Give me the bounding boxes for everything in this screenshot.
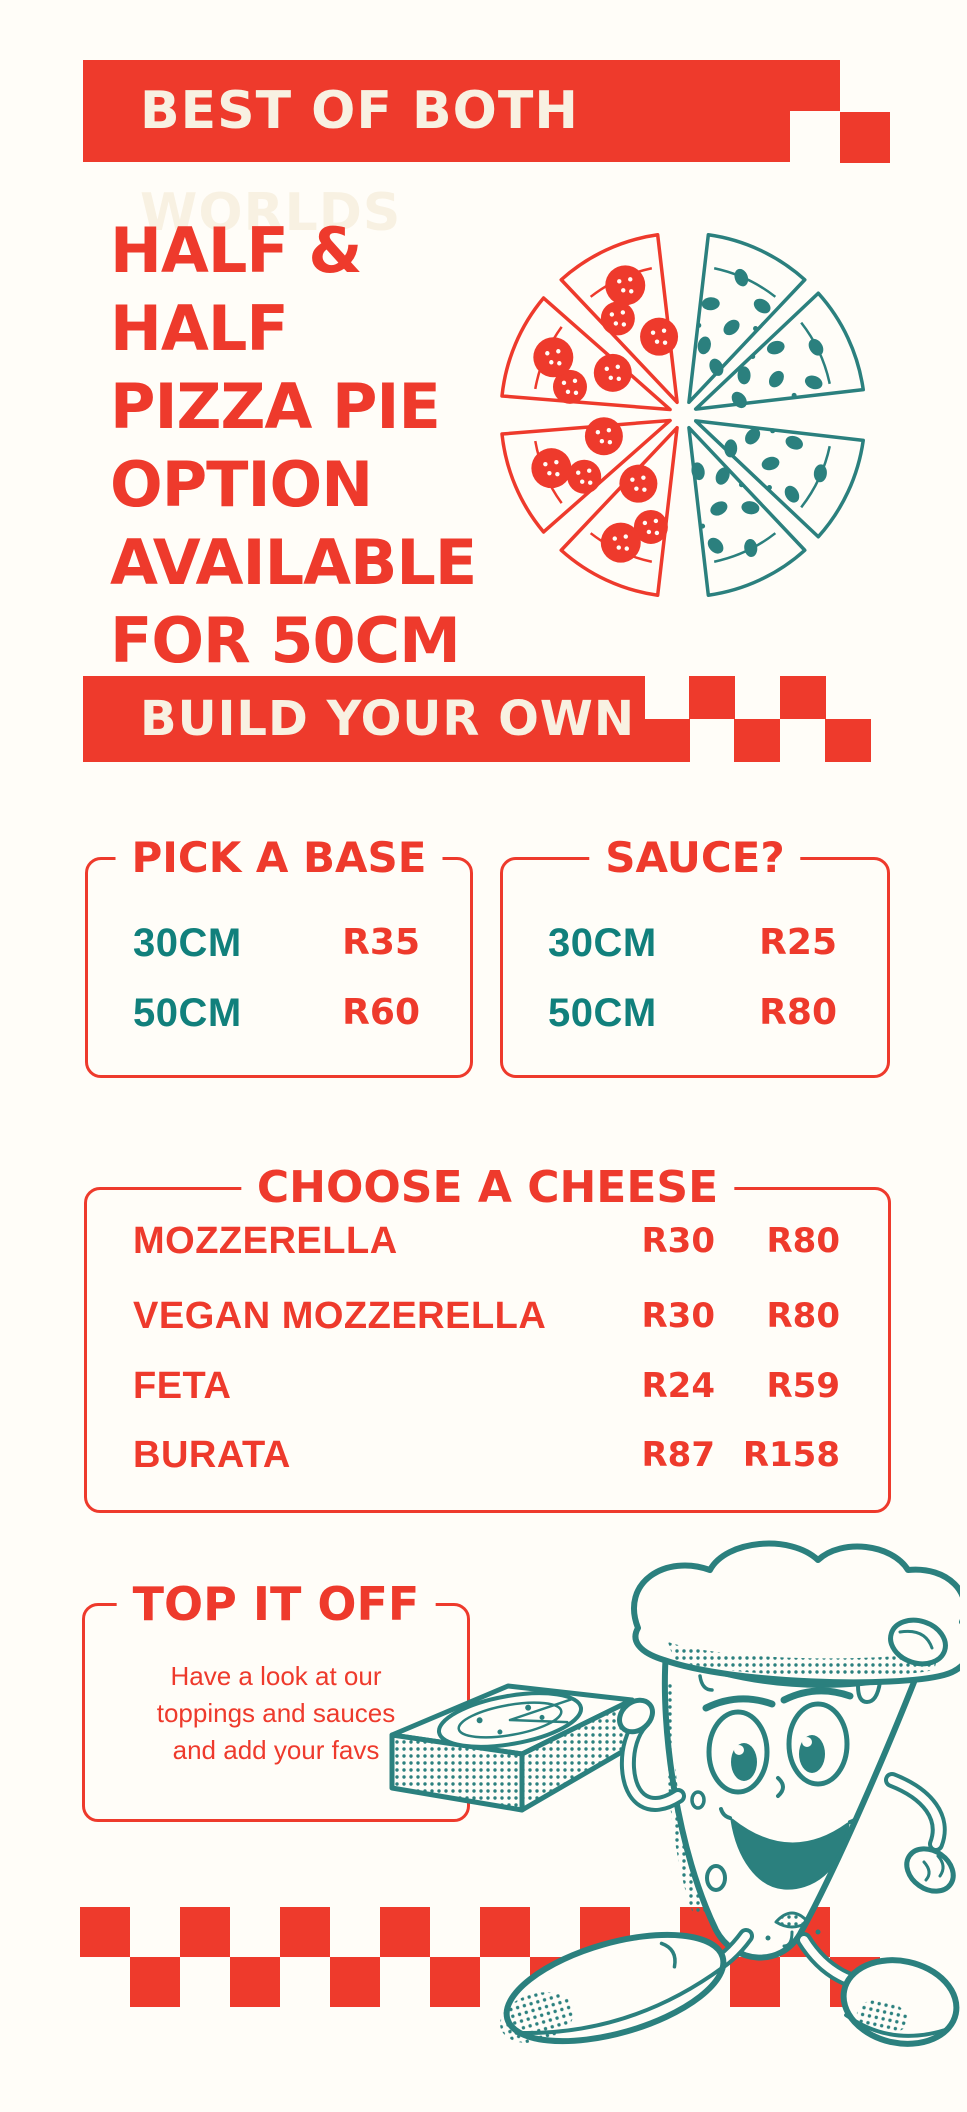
checker-cell: [380, 1907, 430, 1957]
base-size-50cm: 50CM: [133, 991, 242, 1035]
checker-cell: [825, 719, 871, 762]
checker-cell: [644, 719, 690, 762]
checker-cell: [430, 1957, 480, 2007]
cheese-price-30cm: R30: [641, 1296, 716, 1336]
headline-line-1: HALF & HALF: [110, 214, 362, 365]
front-shoe-icon: [500, 1931, 727, 2045]
checker-cell: [230, 1957, 280, 2007]
checker-cell: [689, 676, 735, 719]
headline-line-2: PIZZA PIE: [110, 370, 441, 443]
sauce-price-30cm: R25: [759, 922, 837, 963]
checker-cell: [480, 1907, 530, 1957]
cheese-name: FETA: [133, 1365, 232, 1407]
sauce-box: SAUCE? 30CM R25 50CM R80: [500, 833, 890, 1078]
sauce-size-30cm: 30CM: [548, 921, 657, 965]
pick-a-base-title: PICK A BASE: [115, 833, 443, 883]
top-it-off-line-2: toppings and sauces: [156, 1698, 396, 1728]
mascot-body: [631, 1540, 960, 1961]
cheese-price-30cm: R30: [641, 1221, 716, 1261]
banner-checker-notch: [790, 111, 840, 162]
checker-cell: [280, 1907, 330, 1957]
cheese-price-30cm: R87: [641, 1435, 716, 1475]
top-it-off-box: TOP IT OFF Have a look at our toppings a…: [82, 1579, 470, 1822]
build-your-own-label: BUILD YOUR OWN: [140, 691, 635, 747]
cheese-price-30cm: R24: [641, 1366, 716, 1406]
best-of-both-worlds-banner: BEST OF BOTH WORLDS: [83, 60, 890, 243]
top-it-off-text: Have a look at our toppings and sauces a…: [85, 1658, 467, 1769]
half-and-half-headline: HALF & HALF PIZZA PIE OPTION AVAILABLE F…: [110, 212, 510, 680]
best-of-both-worlds-label: BEST OF BOTH WORLDS: [140, 81, 579, 243]
base-row-50cm: 50CM R60: [88, 988, 470, 1038]
mascot-arm-back: [884, 1772, 956, 1894]
cheese-price-50cm: R80: [766, 1296, 841, 1336]
pizza-mascot-illustration: [389, 1540, 960, 2047]
sauce-size-50cm: 50CM: [548, 991, 657, 1035]
headline-line-3: OPTION: [110, 448, 373, 521]
cheese-row-mozzerella: MOZZERELLA R30 R80: [87, 1218, 888, 1264]
mascot-arm-front: [617, 1697, 686, 1812]
build-your-own-banner: BUILD YOUR OWN: [83, 676, 871, 762]
checker-cell: [180, 1907, 230, 1957]
sauce-title: SAUCE?: [589, 833, 801, 883]
checker-cell: [780, 676, 826, 719]
base-price-30cm: R35: [342, 922, 420, 963]
base-size-30cm: 30CM: [133, 921, 242, 965]
checker-cell: [734, 719, 780, 762]
cheese-price-50cm: R59: [766, 1366, 841, 1406]
sauce-row-30cm: 30CM R25: [503, 918, 887, 968]
back-shoe-icon: [840, 1957, 960, 2047]
base-price-50cm: R60: [342, 992, 420, 1033]
checker-cell: [330, 1957, 380, 2007]
cheese-price-50cm: R80: [766, 1221, 841, 1261]
mushroom-decoration: [765, 1911, 821, 1948]
banner-checker-square: [840, 112, 890, 163]
top-it-off-title: TOP IT OFF: [116, 1579, 436, 1629]
top-it-off-line-1: Have a look at our: [170, 1661, 382, 1691]
mascot-legs: [500, 1928, 960, 2047]
cheese-row-feta: FETA R24 R59: [87, 1363, 888, 1409]
cheese-name: VEGAN MOZZERELLA: [133, 1295, 547, 1337]
choose-a-cheese-box: CHOOSE A CHEESE MOZZERELLA R30 R80 VEGAN…: [84, 1163, 891, 1513]
headline-line-5: FOR 50CM: [110, 604, 461, 677]
headline-line-4: AVAILABLE: [110, 526, 477, 599]
pizza-box-icon: [389, 1683, 635, 1813]
cheese-row-burata: BURATA R87 R158: [87, 1432, 888, 1478]
top-it-off-line-3: and add your favs: [172, 1735, 380, 1765]
checker-cell: [130, 1957, 180, 2007]
half-and-half-pizza-illustration: [500, 233, 865, 597]
cheese-name: MOZZERELLA: [133, 1220, 398, 1262]
sauce-price-50cm: R80: [759, 992, 837, 1033]
checker-cell: [80, 1907, 130, 1957]
base-row-30cm: 30CM R35: [88, 918, 470, 968]
sauce-row-50cm: 50CM R80: [503, 988, 887, 1038]
choose-a-cheese-title: CHOOSE A CHEESE: [240, 1163, 735, 1213]
cheese-price-50cm: R158: [742, 1435, 840, 1475]
cheese-row-vegan-mozzerella: VEGAN MOZZERELLA R30 R80: [87, 1293, 888, 1339]
pick-a-base-box: PICK A BASE 30CM R35 50CM R60: [85, 833, 473, 1078]
checker-cell: [730, 1957, 780, 2007]
mascot-face: [690, 1687, 861, 1892]
cheese-name: BURATA: [133, 1434, 291, 1476]
